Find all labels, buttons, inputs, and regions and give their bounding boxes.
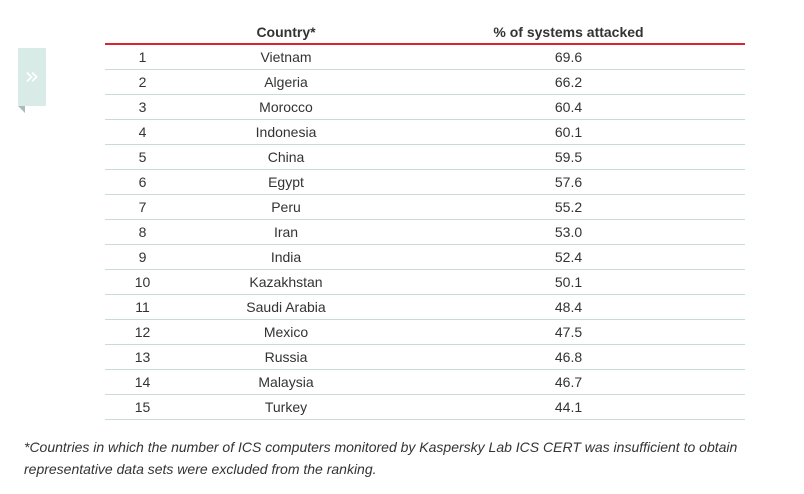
header-country: Country* (180, 20, 392, 45)
rank-cell: 6 (105, 169, 180, 195)
rank-cell: 1 (105, 44, 180, 70)
rank-cell: 14 (105, 369, 180, 395)
rank-cell: 9 (105, 244, 180, 270)
table-row: 10 Kazakhstan 50.1 (105, 269, 745, 295)
percent-cell: 44.1 (392, 394, 745, 420)
rank-cell: 12 (105, 319, 180, 345)
rank-cell: 15 (105, 394, 180, 420)
percent-cell: 53.0 (392, 219, 745, 245)
country-cell: Kazakhstan (180, 269, 392, 295)
country-cell: Indonesia (180, 119, 392, 145)
percent-cell: 57.6 (392, 169, 745, 195)
country-cell: Saudi Arabia (180, 294, 392, 320)
country-cell: Morocco (180, 94, 392, 120)
header-percent-attacked: % of systems attacked (392, 20, 745, 45)
table-row: 11 Saudi Arabia 48.4 (105, 294, 745, 320)
percent-cell: 52.4 (392, 244, 745, 270)
table-body: 1 Vietnam 69.6 2 Algeria 66.2 3 Morocco 60.4 4 Ind… (105, 44, 745, 420)
rank-cell: 5 (105, 144, 180, 170)
percent-cell: 60.4 (392, 94, 745, 120)
rank-cell: 2 (105, 69, 180, 95)
rank-cell: 4 (105, 119, 180, 145)
side-expand-tab[interactable]: » (18, 48, 46, 113)
percent-cell: 47.5 (392, 319, 745, 345)
country-cell: Turkey (180, 394, 392, 420)
percent-cell: 59.5 (392, 144, 745, 170)
percent-cell: 46.7 (392, 369, 745, 395)
table-row: 3 Morocco 60.4 (105, 94, 745, 120)
country-ranking-table: Country* % of systems attacked 1 Vietnam 6… (105, 20, 745, 420)
table-row: 6 Egypt 57.6 (105, 169, 745, 195)
country-cell: Egypt (180, 169, 392, 195)
table-row: 5 China 59.5 (105, 144, 745, 170)
country-cell: Vietnam (180, 44, 392, 70)
rank-cell: 10 (105, 269, 180, 295)
table-row: 2 Algeria 66.2 (105, 69, 745, 95)
country-cell: China (180, 144, 392, 170)
country-cell: Algeria (180, 69, 392, 95)
table-row: 4 Indonesia 60.1 (105, 119, 745, 145)
percent-cell: 60.1 (392, 119, 745, 145)
rank-cell: 8 (105, 219, 180, 245)
table-row: 8 Iran 53.0 (105, 219, 745, 245)
header-rank (105, 20, 180, 45)
rank-cell: 11 (105, 294, 180, 320)
country-cell: Mexico (180, 319, 392, 345)
table-row: 13 Russia 46.8 (105, 344, 745, 370)
country-cell: Iran (180, 219, 392, 245)
table-row: 7 Peru 55.2 (105, 194, 745, 220)
country-cell: Russia (180, 344, 392, 370)
percent-cell: 55.2 (392, 194, 745, 220)
double-chevron-right-icon: » (24, 62, 40, 90)
table-row: 1 Vietnam 69.6 (105, 44, 745, 70)
country-cell: India (180, 244, 392, 270)
percent-cell: 69.6 (392, 44, 745, 70)
percent-cell: 50.1 (392, 269, 745, 295)
rank-cell: 13 (105, 344, 180, 370)
footnote: *Countries in which the number of ICS co… (24, 439, 738, 477)
percent-cell: 66.2 (392, 69, 745, 95)
table-row: 12 Mexico 47.5 (105, 319, 745, 345)
rank-cell: 7 (105, 194, 180, 220)
percent-cell: 46.8 (392, 344, 745, 370)
country-cell: Malaysia (180, 369, 392, 395)
table-row: 15 Turkey 44.1 (105, 394, 745, 420)
table-header-row: Country* % of systems attacked (105, 20, 745, 45)
table-row: 9 India 52.4 (105, 244, 745, 270)
rank-cell: 3 (105, 94, 180, 120)
percent-cell: 48.4 (392, 294, 745, 320)
table-row: 14 Malaysia 46.7 (105, 369, 745, 395)
country-cell: Peru (180, 194, 392, 220)
